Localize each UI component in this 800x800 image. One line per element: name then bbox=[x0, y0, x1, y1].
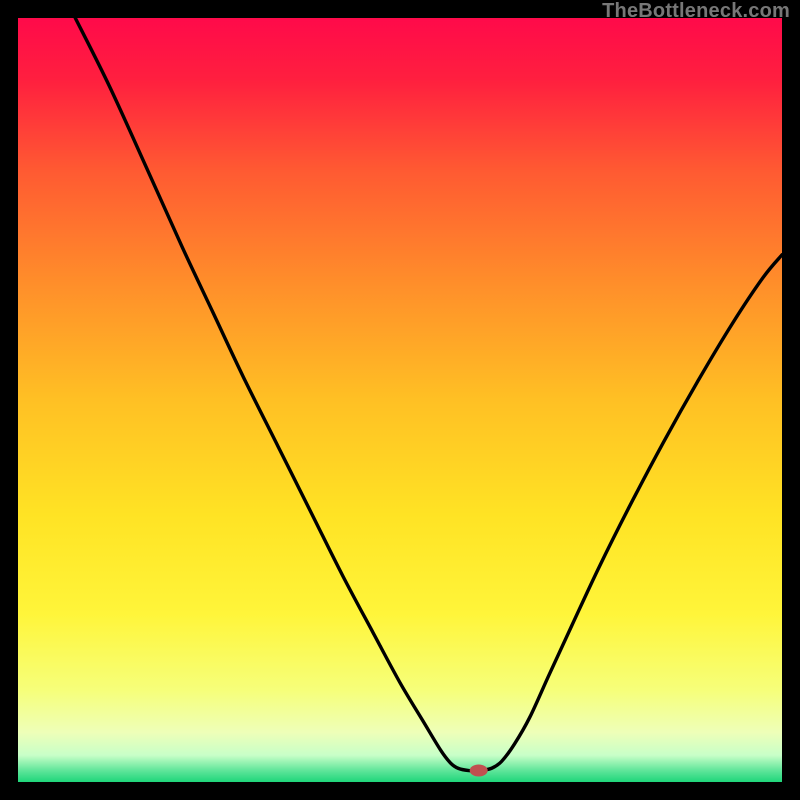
bottleneck-curve-svg bbox=[18, 18, 782, 782]
bottleneck-curve bbox=[75, 18, 782, 771]
sweet-spot-marker bbox=[470, 765, 488, 777]
bottleneck-plot-area bbox=[18, 18, 782, 782]
watermark-text: TheBottleneck.com bbox=[602, 0, 790, 23]
chart-frame: TheBottleneck.com bbox=[0, 0, 800, 800]
